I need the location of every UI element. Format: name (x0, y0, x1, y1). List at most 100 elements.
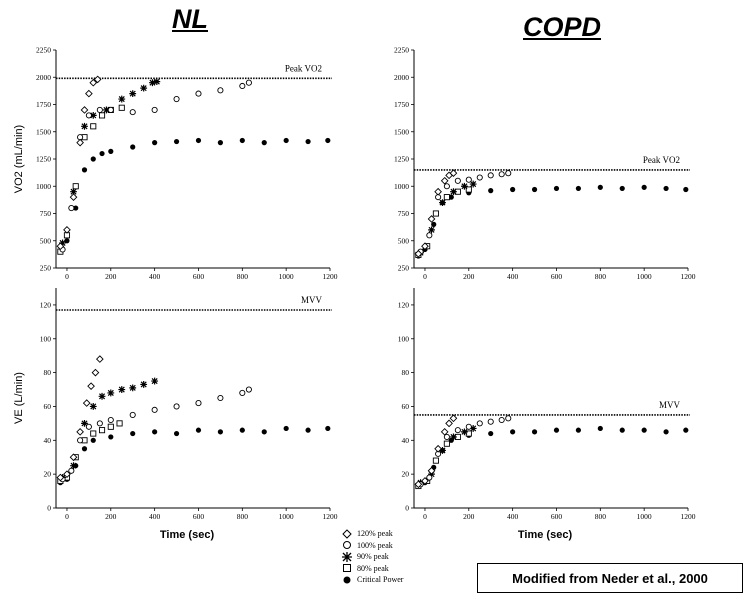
y-tick-label: 500 (398, 236, 410, 245)
y-tick-label: 20 (44, 470, 52, 479)
x-tick-label: 0 (423, 512, 427, 521)
data-point-star (89, 403, 97, 410)
data-point-circle-open (245, 386, 252, 393)
data-point-circle-filled (448, 437, 454, 443)
x-tick-label: 800 (237, 272, 249, 281)
x-tick-label: 200 (463, 272, 475, 281)
data-point-circle-filled (597, 425, 603, 432)
data-point-square-open (90, 123, 97, 130)
x-tick-label: 600 (551, 512, 563, 521)
legend-label: 90% peak (357, 552, 389, 561)
legend-label: Critical Power (357, 575, 404, 584)
data-point-circle-open (96, 420, 103, 427)
data-point-circle-open (173, 403, 180, 410)
data-point-circle-filled (641, 184, 647, 190)
data-point-circle-open (476, 174, 483, 181)
data-point-circle-open (239, 389, 246, 396)
y-tick-label: 100 (40, 334, 52, 343)
y-tick-label: 2250 (36, 46, 51, 55)
data-point-circle-filled (239, 137, 245, 144)
header-copd: COPD (523, 12, 602, 42)
data-point-circle-open (68, 467, 75, 474)
data-point-circle-open (85, 423, 92, 430)
data-point-circle-open (443, 433, 450, 440)
data-point-diamond (96, 355, 104, 363)
data-point-star (103, 106, 110, 114)
data-point-circle-filled (683, 427, 689, 433)
y-tick-label: 1500 (36, 127, 51, 136)
data-point-circle-filled (173, 138, 180, 145)
data-point-circle-filled (283, 425, 289, 432)
data-point-star (70, 188, 77, 196)
data-point-circle-open (173, 96, 180, 103)
x-tick-label: 400 (149, 272, 161, 281)
legend-item-120: 120% peak (342, 528, 403, 540)
y-tick-label: 250 (40, 264, 52, 273)
data-point-circle-filled (99, 150, 105, 157)
data-point-circle-open (498, 416, 505, 424)
y-tick-label: 120 (398, 300, 410, 309)
data-point-circle-filled (663, 429, 669, 435)
data-point-circle-filled (325, 425, 331, 432)
data-point-star (129, 90, 137, 97)
data-point-diamond (63, 470, 71, 478)
data-point-circle-filled (325, 137, 331, 144)
data-point-square-open (443, 440, 450, 447)
data-point-circle-open (195, 90, 202, 97)
x-tick-label: 400 (149, 512, 161, 521)
data-point-circle-filled (448, 194, 454, 200)
data-point-circle-filled (663, 185, 669, 192)
data-point-diamond (445, 419, 453, 428)
data-point-circle-open (96, 106, 103, 113)
data-point-diamond (85, 89, 93, 98)
data-point-star (450, 188, 457, 196)
x-tick-label: 600 (193, 512, 205, 521)
data-point-circle-filled (152, 429, 158, 435)
data-point-circle-open (107, 106, 114, 113)
data-point-circle-open (85, 112, 92, 119)
data-point-circle-open (465, 176, 472, 183)
data-point-diamond (89, 78, 98, 87)
data-point-circle-open (107, 416, 114, 424)
y-tick-label: 1750 (394, 100, 409, 109)
data-point-circle-filled (641, 427, 647, 433)
x-tick-label: 600 (551, 272, 563, 281)
circle-filled-icon (343, 576, 351, 584)
x-tick-label: 1200 (681, 512, 696, 521)
x-tick-label: 400 (507, 272, 519, 281)
y-axis-label: VO2 (mL/min) (13, 125, 25, 193)
y-tick-label: 1500 (394, 127, 409, 136)
data-point-circle-filled (64, 238, 70, 244)
data-point-square-open (98, 427, 106, 434)
data-point-diamond (76, 138, 84, 147)
data-point-square-open (98, 112, 106, 119)
data-point-circle-filled (239, 427, 245, 433)
legend-item-80: 80% peak (342, 563, 403, 575)
data-point-star (439, 199, 446, 206)
reference-line-label: MVV (659, 400, 681, 410)
data-point-circle-open (217, 87, 224, 94)
y-tick-label: 1000 (36, 182, 51, 191)
data-point-circle-filled (683, 186, 689, 193)
data-point-circle-filled (73, 205, 79, 211)
legend-item-90: 90% peak (342, 551, 403, 563)
y-tick-label: 500 (40, 236, 52, 245)
data-point-circle-filled (553, 185, 560, 192)
data-point-square-open (465, 186, 472, 193)
data-point-circle-open (151, 106, 158, 113)
data-point-circle-open (129, 109, 136, 116)
data-point-star (81, 122, 88, 130)
data-point-diamond (87, 382, 95, 390)
data-point-circle-filled (173, 430, 180, 437)
x-tick-label: 800 (595, 512, 607, 521)
data-point-diamond (56, 473, 65, 482)
y-tick-label: 2000 (394, 73, 409, 82)
data-point-circle-open (129, 411, 136, 418)
y-tick-label: 750 (398, 209, 410, 218)
y-tick-label: 100 (398, 334, 410, 343)
x-tick-label: 1200 (323, 272, 338, 281)
y-tick-label: 250 (398, 264, 410, 273)
data-point-circle-open (245, 79, 252, 86)
data-point-diamond (421, 242, 429, 251)
data-point-star (140, 381, 148, 388)
